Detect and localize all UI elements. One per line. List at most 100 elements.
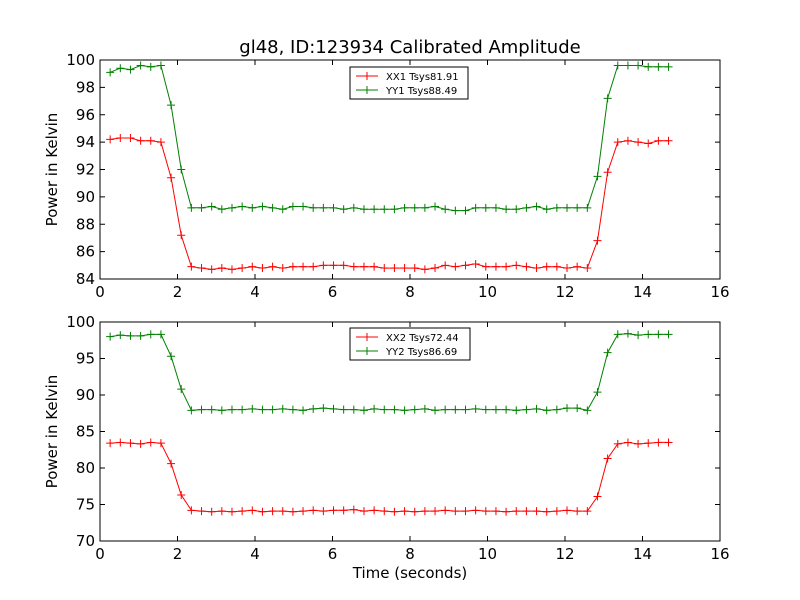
data-point xyxy=(156,61,165,70)
data-point xyxy=(319,261,328,270)
data-point xyxy=(126,439,135,448)
data-point xyxy=(116,438,125,447)
data-point xyxy=(146,330,155,339)
data-point xyxy=(552,405,561,414)
y-tick-label: 100 xyxy=(66,51,95,69)
data-point xyxy=(583,203,592,212)
x-tick-label: 2 xyxy=(173,545,183,563)
data-point xyxy=(248,506,257,515)
data-point xyxy=(613,330,622,339)
top-panel: 0 2 4 6 8 10 12 14 16 84 86 88 90 92 94 96 98 100 Power in… xyxy=(43,51,730,301)
data-point xyxy=(400,507,409,516)
data-point xyxy=(644,62,653,71)
legend-label: YY2 Tsys86.69 xyxy=(385,347,457,358)
data-point xyxy=(400,264,409,273)
series-yy xyxy=(106,329,673,415)
data-point xyxy=(491,507,500,516)
data-point xyxy=(563,404,572,413)
data-point xyxy=(664,330,673,339)
data-point xyxy=(258,507,267,516)
data-point xyxy=(329,203,338,212)
data-point xyxy=(349,262,358,271)
data-point xyxy=(167,101,176,110)
data-point xyxy=(288,202,297,211)
data-point xyxy=(502,405,511,414)
data-point xyxy=(207,202,216,211)
chart-title: gl48, ID:123934 Calibrated Amplitude xyxy=(239,37,580,58)
data-point xyxy=(288,507,297,516)
data-point xyxy=(146,62,155,71)
data-point xyxy=(116,331,125,340)
data-point xyxy=(634,331,643,340)
y-tick-label: 90 xyxy=(76,188,95,206)
x-tick-label: 10 xyxy=(478,545,497,563)
y-tick-label: 92 xyxy=(76,161,95,179)
legend-label: XX2 Tsys72.44 xyxy=(386,333,459,344)
data-point xyxy=(370,205,379,214)
data-point xyxy=(278,264,287,273)
x-tick-label: 0 xyxy=(95,545,105,563)
data-point xyxy=(603,168,612,177)
data-point xyxy=(248,262,257,271)
data-point xyxy=(380,264,389,273)
x-tick-label: 14 xyxy=(633,545,652,563)
data-point xyxy=(187,506,196,515)
data-point xyxy=(522,262,531,271)
data-point xyxy=(420,265,429,274)
x-tick-label: 0 xyxy=(95,283,105,301)
data-point xyxy=(177,385,186,394)
data-point xyxy=(136,61,145,70)
data-point xyxy=(390,405,399,414)
data-point xyxy=(471,404,480,413)
data-point xyxy=(410,507,419,516)
data-point xyxy=(177,491,186,500)
data-point xyxy=(217,507,226,516)
data-point xyxy=(227,405,236,414)
data-point xyxy=(481,405,490,414)
data-point xyxy=(217,406,226,415)
data-point xyxy=(400,406,409,415)
x-tick-label: 12 xyxy=(555,545,574,563)
data-point xyxy=(400,203,409,212)
y-tick-label: 85 xyxy=(76,423,95,441)
data-point xyxy=(359,205,368,214)
data-point xyxy=(349,203,358,212)
data-point xyxy=(603,454,612,463)
data-point xyxy=(268,405,277,414)
data-point xyxy=(258,202,267,211)
data-point xyxy=(319,404,328,413)
data-point xyxy=(623,438,632,447)
data-point xyxy=(410,203,419,212)
data-point xyxy=(420,404,429,413)
data-point xyxy=(339,405,348,414)
legend: XX1 Tsys81.91 YY1 Tsys88.49 xyxy=(349,66,469,100)
data-point xyxy=(359,406,368,415)
data-point xyxy=(420,507,429,516)
data-point xyxy=(481,262,490,271)
data-point xyxy=(654,62,663,71)
data-point xyxy=(431,507,440,516)
x-tick-label: 8 xyxy=(405,545,415,563)
data-point xyxy=(451,262,460,271)
data-point xyxy=(197,264,206,273)
data-point xyxy=(471,203,480,212)
data-point xyxy=(197,507,206,516)
data-point xyxy=(410,405,419,414)
data-point xyxy=(319,507,328,516)
data-point xyxy=(319,203,328,212)
data-point xyxy=(451,507,460,516)
data-point xyxy=(349,505,358,514)
y-tick-label: 75 xyxy=(76,496,95,514)
data-point xyxy=(278,404,287,413)
legend-marker xyxy=(363,347,371,355)
y-tick-label: 90 xyxy=(76,386,95,404)
data-point xyxy=(278,205,287,214)
data-point xyxy=(552,262,561,271)
y-tick-label: 95 xyxy=(76,350,95,368)
data-point xyxy=(106,135,115,144)
y-tick-label: 86 xyxy=(76,243,95,261)
data-point xyxy=(370,404,379,413)
data-point xyxy=(299,262,308,271)
data-point xyxy=(634,138,643,147)
data-point xyxy=(197,203,206,212)
